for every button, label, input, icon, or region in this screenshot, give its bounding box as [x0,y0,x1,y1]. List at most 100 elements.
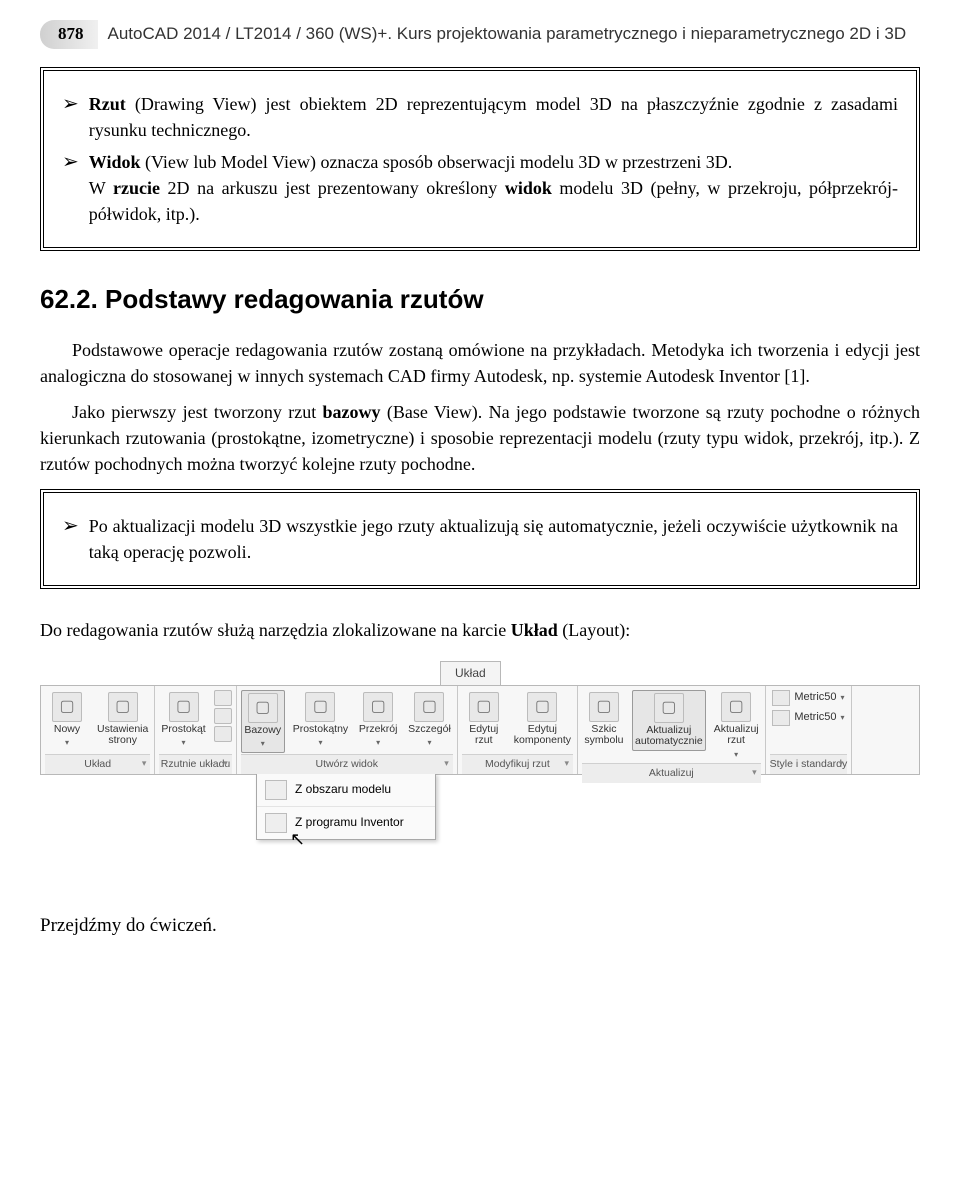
mini-button[interactable] [214,726,232,742]
body-paragraph: Podstawowe operacje redagowania rzutów z… [40,337,920,389]
inventor-icon [265,813,287,833]
section-heading: 62.2. Podstawy redagowania rzutów [40,281,920,319]
dialog-launcher-icon[interactable]: ▾ [564,757,569,770]
ribbon-button-label: Ustawienia strony [97,724,148,747]
mini-button-stack [214,690,232,742]
bullet-item: ➢ Widok (View lub Model View) oznacza sp… [62,149,898,227]
dialog-launcher-icon[interactable]: ▾ [142,757,147,770]
ribbon-button-icon: ▢ [654,693,684,723]
ribbon-button-label: Edytuj komponenty [514,724,571,747]
dialog-launcher-icon[interactable]: ▾ [839,757,844,770]
bullet-arrow-icon: ➢ [62,513,79,539]
style-dropdown[interactable]: Metric50 ▾ [772,690,844,706]
dropdown-item-label: Z programu Inventor [295,814,404,831]
ribbon-button-label: Aktualizuj rzut [714,724,759,747]
chevron-down-icon: ▾ [734,749,738,761]
ribbon-screenshot: Układ ▢Nowy▾▢Ustawienia stronyUkład▾▢Pro… [40,658,920,852]
dialog-launcher-icon[interactable]: ▾ [444,757,449,770]
bullet-arrow-icon: ➢ [62,149,79,175]
style-dropdown[interactable]: Metric50 ▾ [772,710,844,726]
ribbon-group-title: Rzutnie układu▾ [159,754,231,774]
chevron-down-icon: ▾ [841,692,845,704]
ribbon-button[interactable]: ▢Aktualizuj rzut▾ [712,690,761,763]
bullet-arrow-icon: ➢ [62,91,79,117]
ribbon-active-tab[interactable]: Układ [440,661,501,685]
ribbon-button[interactable]: ▢Edytuj komponenty [512,690,573,749]
style-swatch-icon [772,710,790,726]
ribbon-button-icon: ▢ [589,692,619,722]
mini-button[interactable] [214,708,232,724]
ribbon-button-icon: ▢ [363,692,393,722]
ribbon-button[interactable]: ▢Prostokąt▾ [159,690,207,751]
ribbon-button-icon: ▢ [108,692,138,722]
ribbon-button-icon: ▢ [52,692,82,722]
ribbon-button-row: Metric50 ▾Metric50 ▾ [770,690,848,754]
ribbon-button-icon: ▢ [414,692,444,722]
chevron-down-icon: ▾ [841,712,845,724]
ribbon-group: ▢Nowy▾▢Ustawienia stronyUkład▾ [41,686,155,774]
ribbon-group: ▢Szkic symbolu▢Aktualizuj automatycznie▢… [578,686,766,774]
bullet-text: Po aktualizacji modelu 3D wszystkie jego… [89,513,898,565]
ribbon-button[interactable]: ▢ Nowy▾ [45,690,89,751]
ribbon-button-row: ▢Szkic symbolu▢Aktualizuj automatycznie▢… [582,690,761,763]
ribbon-button-label: Prostokątny [293,724,348,736]
style-name: Metric50 [794,690,836,706]
body-paragraph: Do redagowania rzutów służą narzędzia zl… [40,617,920,643]
ribbon-button[interactable]: ▢ Przekrój▾ [356,690,400,751]
mini-button[interactable] [214,690,232,706]
ribbon-group: Metric50 ▾Metric50 ▾Style i standardy▾ [766,686,853,774]
ribbon-button[interactable]: ▢ Prostokątny▾ [291,690,350,751]
ribbon-button-row: ▢Nowy▾▢Ustawienia strony [45,690,150,754]
ribbon-group-title: Aktualizuj▾ [582,763,761,783]
ribbon-button[interactable]: ▢Aktualizuj automatycznie [632,690,706,751]
model-space-icon [265,780,287,800]
body-paragraph: Jako pierwszy jest tworzony rzut bazowy … [40,399,920,477]
ribbon-bar: ▢Nowy▾▢Ustawienia stronyUkład▾▢Prostokąt… [40,685,920,775]
definition-box-1: ➢ Rzut (Drawing View) jest obiektem 2D r… [40,67,920,251]
ribbon-button-label: Nowy [54,724,80,736]
style-swatch-icon [772,690,790,706]
ribbon-button-label: Prostokąt [161,724,205,736]
ribbon-button-icon: ▢ [527,692,557,722]
ribbon-group-title: Utwórz widok▾ [241,754,453,774]
ribbon-button[interactable]: ▢Szkic symbolu [582,690,626,749]
text-run: Jako pierwszy jest tworzony rzut [72,402,323,422]
bullet-text: Widok (View lub Model View) oznacza spos… [89,149,898,227]
ribbon-group-title: Modyfikuj rzut▾ [462,754,573,774]
text-run: Do redagowania rzutów służą narzędzia zl… [40,620,511,640]
ribbon-button-row: ▢Prostokąt▾ [159,690,231,754]
ribbon-button-label: Szczegół [408,724,451,736]
chevron-down-icon: ▾ [182,737,186,749]
style-name: Metric50 [794,710,836,726]
ribbon-button[interactable]: ▢Bazowy▾ [241,690,285,753]
ribbon-button[interactable]: ▢Edytuj rzut [462,690,506,749]
text-run: (Layout): [558,620,630,640]
ribbon-button-label: Przekrój [359,724,398,736]
ribbon-button[interactable]: ▢ Szczegół▾ [406,690,453,751]
chevron-down-icon: ▾ [376,737,380,749]
ribbon-button-label: Szkic symbolu [584,724,623,747]
chevron-down-icon: ▾ [427,737,431,749]
closing-line: Przejdźmy do ćwiczeń. [40,912,920,940]
ribbon-group-title: Układ▾ [45,754,150,774]
chevron-down-icon: ▾ [318,737,322,749]
chevron-down-icon: ▾ [261,738,265,750]
ribbon-button-row: ▢Bazowy▾▢Prostokątny▾▢Przekrój▾▢Szczegół… [241,690,453,754]
style-selector-column: Metric50 ▾Metric50 ▾ [772,690,844,726]
ribbon-button-label: Edytuj rzut [469,724,498,747]
page-number-badge: 878 [40,20,98,49]
header-title: AutoCAD 2014 / LT2014 / 360 (WS)+. Kurs … [108,22,907,47]
bullet-item: ➢ Rzut (Drawing View) jest obiektem 2D r… [62,91,898,143]
ribbon-button-icon: ▢ [305,692,335,722]
dropdown-item-model-space[interactable]: Z obszaru modelu [257,774,435,807]
definition-box-2: ➢ Po aktualizacji modelu 3D wszystkie je… [40,489,920,589]
ribbon-button-icon: ▢ [469,692,499,722]
ribbon-button[interactable]: ▢Ustawienia strony [95,690,150,749]
chevron-down-icon: ▾ [65,737,69,749]
page-header: 878 AutoCAD 2014 / LT2014 / 360 (WS)+. K… [40,20,920,49]
bullet-text: Rzut (Drawing View) jest obiektem 2D rep… [89,91,898,143]
bullet-item: ➢ Po aktualizacji modelu 3D wszystkie je… [62,513,898,565]
dialog-launcher-icon[interactable]: ▾ [752,766,757,779]
dropdown-item-label: Z obszaru modelu [295,781,391,798]
dialog-launcher-icon[interactable]: ▾ [223,757,228,770]
